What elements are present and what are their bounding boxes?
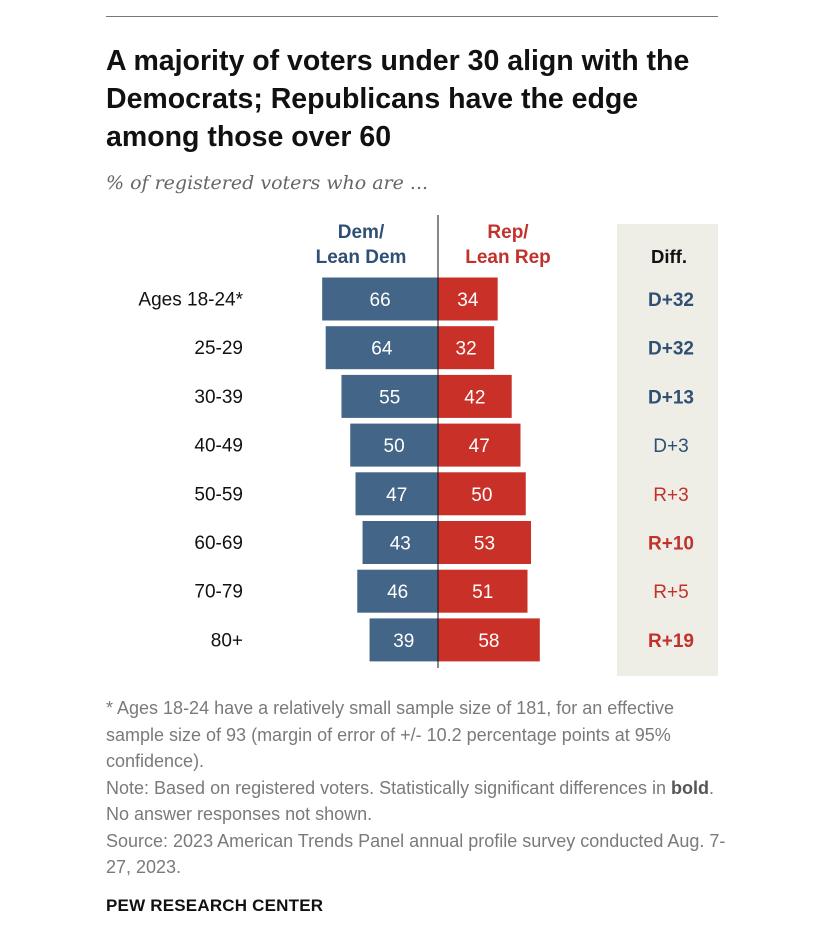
bar-rep bbox=[438, 374, 512, 418]
bar-rep bbox=[438, 569, 528, 613]
diff-value: R+10 bbox=[648, 534, 694, 555]
bar-dem bbox=[357, 569, 438, 613]
chart-subtitle: % of registered voters who are ... bbox=[106, 172, 429, 194]
diff-value: R+3 bbox=[653, 485, 688, 506]
data-label-dem: 64 bbox=[371, 339, 393, 360]
brand-label: PEW RESEARCH CENTER bbox=[106, 896, 324, 915]
bar-rep bbox=[438, 618, 540, 662]
bar-dem bbox=[369, 618, 438, 662]
diff-value: D+32 bbox=[648, 290, 694, 311]
bar-dem bbox=[362, 521, 438, 564]
legend-dem: Dem/Lean Dem bbox=[316, 222, 407, 268]
category-label: 30-39 bbox=[194, 387, 243, 408]
category-label: 80+ bbox=[211, 630, 243, 651]
data-label-dem: 43 bbox=[390, 534, 411, 555]
data-label-dem: 39 bbox=[393, 631, 414, 652]
bar-rep bbox=[438, 423, 521, 467]
diff-value: R+19 bbox=[648, 631, 694, 652]
source-note: Source: 2023 American Trends Panel annua… bbox=[106, 830, 726, 878]
diff-panel bbox=[617, 224, 718, 676]
bar-rep bbox=[438, 472, 526, 516]
diverging-bar-chart: Dem/Lean Dem Rep/Lean Rep Diff. Ages 18-24*… bbox=[138, 215, 718, 676]
bar-dem bbox=[322, 277, 438, 321]
data-label-rep: 42 bbox=[464, 387, 485, 408]
category-label: 25-29 bbox=[194, 338, 243, 359]
footnote: * Ages 18-24 have a relatively small sam… bbox=[106, 698, 674, 771]
data-label-rep: 53 bbox=[474, 534, 495, 555]
diff-value: D+13 bbox=[648, 387, 694, 408]
category-label: 40-49 bbox=[194, 436, 243, 457]
top-rule bbox=[106, 16, 718, 17]
bar-rep bbox=[438, 521, 532, 564]
category-label: 70-79 bbox=[194, 582, 243, 603]
data-label-rep: 58 bbox=[478, 631, 499, 652]
bar-rep bbox=[438, 326, 495, 370]
chart-title: A majority of voters under 30 align with… bbox=[106, 45, 690, 153]
bar-rep bbox=[438, 277, 498, 321]
diff-value: R+5 bbox=[653, 582, 688, 603]
note: Note: Based on registered voters. Statis… bbox=[106, 775, 736, 828]
note-bold-word: bold bbox=[670, 777, 709, 798]
category-label: 50-59 bbox=[194, 484, 243, 505]
data-label-dem: 46 bbox=[387, 582, 408, 603]
bar-dem bbox=[350, 423, 438, 467]
bar-dem bbox=[341, 374, 438, 418]
data-label-dem: 50 bbox=[384, 436, 405, 457]
data-label-rep: 47 bbox=[469, 436, 490, 457]
data-label-rep: 51 bbox=[472, 582, 493, 603]
chart-notes: * Ages 18-24 have a relatively small sam… bbox=[106, 695, 736, 881]
data-label-rep: 50 bbox=[471, 485, 492, 506]
diff-value: D+3 bbox=[653, 436, 688, 457]
data-label-dem: 47 bbox=[386, 485, 407, 506]
data-label-rep: 34 bbox=[457, 290, 479, 311]
diff-header: Diff. bbox=[651, 246, 687, 267]
data-label-dem: 66 bbox=[370, 290, 391, 311]
legend-rep: Rep/Lean Rep bbox=[465, 222, 551, 268]
data-label-dem: 55 bbox=[379, 387, 400, 408]
category-label: 60-69 bbox=[194, 533, 243, 554]
bar-dem bbox=[325, 326, 438, 370]
note-text: Note: Based on registered voters. Statis… bbox=[106, 777, 671, 798]
bar-dem bbox=[355, 472, 438, 516]
category-label: Ages 18-24* bbox=[138, 290, 243, 311]
data-label-rep: 32 bbox=[456, 339, 477, 360]
diff-value: D+32 bbox=[648, 339, 694, 360]
note-text-end: . No answer responses not shown. bbox=[106, 777, 714, 825]
